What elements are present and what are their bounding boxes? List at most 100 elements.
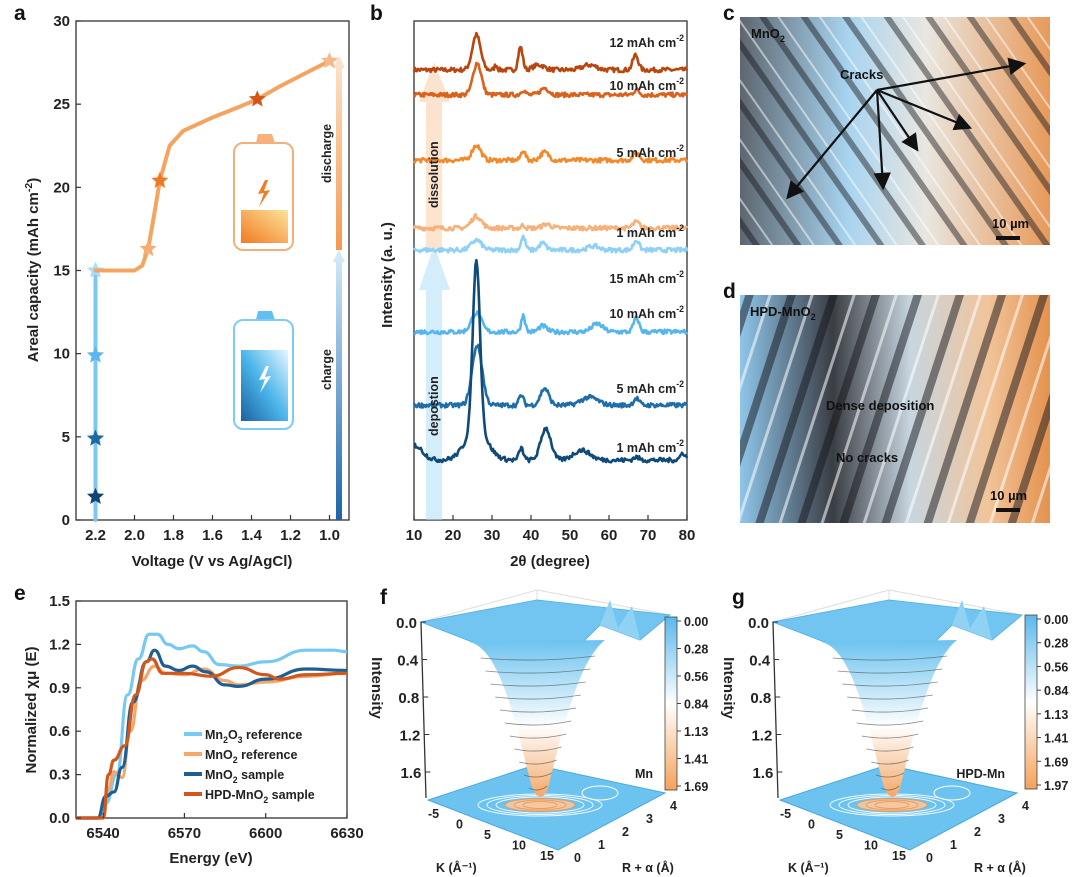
legend-label: MnO2​ sample bbox=[205, 768, 284, 785]
surface-contour bbox=[842, 681, 938, 687]
xrd-pattern bbox=[412, 212, 689, 232]
x-tick-label: 40 bbox=[523, 527, 540, 544]
scale-label: 10 µm bbox=[992, 216, 1029, 231]
x-axis-title: Voltage (V vs Ag/AgCl) bbox=[132, 553, 293, 570]
sample-label: Mn bbox=[635, 767, 653, 781]
k-tick-label: -5 bbox=[780, 807, 791, 821]
z-tick-label: 0.0 bbox=[396, 615, 417, 632]
k-axis-title: K (Å⁻¹) bbox=[436, 860, 477, 875]
surface-spikes bbox=[600, 600, 640, 640]
xrd-pattern bbox=[413, 144, 689, 164]
series-line-discharge bbox=[93, 58, 332, 273]
colorbar-tick-label: 1.13 bbox=[684, 725, 708, 739]
colorbar-tick-label: 1.69 bbox=[1044, 755, 1068, 769]
dense-deposition-annotation: Dense deposition bbox=[826, 398, 934, 413]
deposition-annotation: depostion bbox=[427, 376, 441, 436]
surface-contour bbox=[832, 655, 948, 661]
colorbar-tick-label: 0.28 bbox=[1044, 637, 1068, 651]
colorbar-tick-label: 0.56 bbox=[1044, 660, 1068, 674]
y-tick-label: 10 bbox=[53, 346, 70, 363]
series-label: 1 mAh cm-2​ bbox=[616, 438, 684, 455]
battery-discharged-icon bbox=[233, 134, 294, 251]
k-tick-label: 15 bbox=[540, 849, 554, 863]
y-tick-label: 1.2 bbox=[49, 636, 70, 653]
x-tick-label: 10 bbox=[406, 527, 423, 544]
x-tick-label: 30 bbox=[484, 527, 501, 544]
lightning-bolt-icon bbox=[258, 180, 270, 207]
crack-arrows bbox=[786, 57, 1027, 200]
y-tick-label: 25 bbox=[53, 96, 70, 113]
z-tick-label: 1.6 bbox=[753, 765, 774, 782]
r-tick-label: 3 bbox=[998, 812, 1005, 826]
y-axis-title: Normalized χμ (E) bbox=[23, 647, 40, 774]
surface-contour bbox=[499, 707, 577, 713]
z-axis bbox=[772, 621, 779, 799]
discharge-annotation: discharge bbox=[320, 124, 334, 183]
x-axis-title: 2θ (degree) bbox=[510, 553, 590, 570]
k-tick-label: 0 bbox=[808, 818, 815, 832]
k-tick-label: 10 bbox=[864, 839, 878, 853]
surface-contour bbox=[837, 668, 943, 674]
x-tick-label: 2.2 bbox=[85, 527, 106, 544]
cracks-annotation: Cracks bbox=[840, 67, 883, 82]
r-tick-label: 0 bbox=[926, 851, 933, 865]
x-tick-label: 6570 bbox=[168, 825, 201, 842]
z-tick-label: 0.4 bbox=[749, 653, 771, 670]
y-tick-label: 0 bbox=[62, 512, 70, 529]
plot-frame bbox=[413, 20, 688, 521]
r-tick-label: 4 bbox=[670, 799, 677, 813]
surface-contour bbox=[509, 733, 567, 739]
x-axis-title: Energy (eV) bbox=[169, 850, 252, 867]
xrd-pattern bbox=[413, 258, 689, 464]
z-tick-label: 0.4 bbox=[397, 653, 419, 670]
y-tick-label: 5 bbox=[62, 429, 70, 446]
y-tick-label: 20 bbox=[53, 179, 70, 196]
panel-label-e: e bbox=[14, 582, 26, 605]
y-tick-label: 15 bbox=[53, 263, 70, 280]
x-tick-label: 70 bbox=[640, 527, 657, 544]
y-tick-label: 0.3 bbox=[49, 767, 70, 784]
colorbar-tick-label: 0.84 bbox=[1044, 684, 1068, 698]
y-tick-label: 1.5 bbox=[49, 593, 70, 610]
y-axis-title: Areal capacity (mAh cm-2​) bbox=[23, 178, 42, 362]
legend-label: MnO2​ reference bbox=[205, 748, 297, 765]
image-title: HPD-MnO2​ bbox=[750, 304, 816, 322]
surface-contour bbox=[875, 772, 905, 778]
x-tick-label: 2.0 bbox=[124, 527, 145, 544]
colorbar bbox=[1024, 614, 1038, 790]
r-tick-label: 1 bbox=[598, 838, 605, 852]
panel-label-d: d bbox=[723, 280, 736, 303]
xrd-pattern bbox=[412, 343, 688, 409]
xrd-pattern bbox=[412, 234, 689, 254]
k-tick-label: 0 bbox=[456, 818, 463, 832]
x-tick-label: 1.2 bbox=[280, 527, 301, 544]
x-tick-label: 1.4 bbox=[241, 527, 263, 544]
r-tick-label: 0 bbox=[574, 851, 581, 865]
contour-line bbox=[874, 801, 910, 809]
dissolution-annotation: dissolution bbox=[427, 141, 441, 208]
xrd-pattern bbox=[412, 31, 689, 74]
surface-contour bbox=[504, 720, 572, 726]
x-tick-label: 6600 bbox=[249, 825, 282, 842]
panel-a-chart: discharge charge Voltage (V vs Ag/AgCl) … bbox=[23, 13, 350, 570]
x-tick-label: 6630 bbox=[330, 825, 363, 842]
panel-label-a: a bbox=[14, 2, 26, 25]
z-tick-label: 1.2 bbox=[399, 728, 420, 745]
panel-b-chart: dissolution depostion 2θ (degree) Intens… bbox=[379, 20, 695, 570]
r-tick-label: 2 bbox=[974, 825, 981, 839]
k-tick-label: 10 bbox=[512, 839, 526, 853]
x-tick-label: 1.8 bbox=[163, 527, 184, 544]
surface-contour bbox=[485, 668, 591, 674]
series-label: 5 mAh cm-2​ bbox=[616, 143, 684, 160]
z-axis-title: Intensity bbox=[368, 657, 385, 719]
surface-contour bbox=[519, 759, 557, 765]
z-axis-title: Intensity bbox=[720, 657, 737, 719]
xrd-pattern bbox=[413, 61, 689, 99]
k-tick-label: 15 bbox=[892, 849, 906, 863]
star-marker bbox=[86, 429, 105, 446]
colorbar bbox=[664, 616, 678, 791]
x-tick-label: 1.0 bbox=[319, 527, 340, 544]
x-tick-label: 6540 bbox=[86, 825, 119, 842]
